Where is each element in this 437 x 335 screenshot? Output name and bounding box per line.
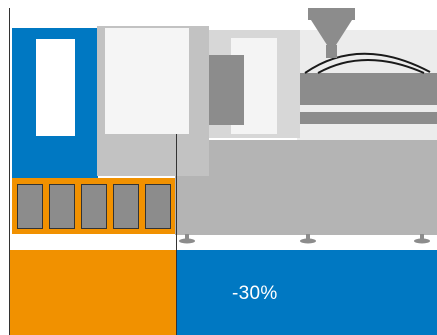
platen-block (207, 55, 244, 125)
injection-barrel (300, 73, 437, 105)
hopper-funnel (311, 20, 352, 45)
hopper-top (308, 8, 355, 20)
baseline-bar-orange (10, 250, 176, 335)
injection-rail (300, 112, 437, 124)
clamp-unit-window (36, 39, 75, 136)
drive-belt-inner (317, 59, 425, 74)
machine-feet (179, 234, 430, 244)
reduction-bar-blue (177, 250, 437, 335)
hopper-neck (326, 45, 337, 58)
orange-panel-cells (17, 184, 171, 229)
machine-base (175, 140, 437, 235)
drive-belt-outer (304, 52, 431, 74)
front-cabinet-window (105, 28, 189, 134)
reduction-percentage-label: -30% (232, 283, 278, 304)
